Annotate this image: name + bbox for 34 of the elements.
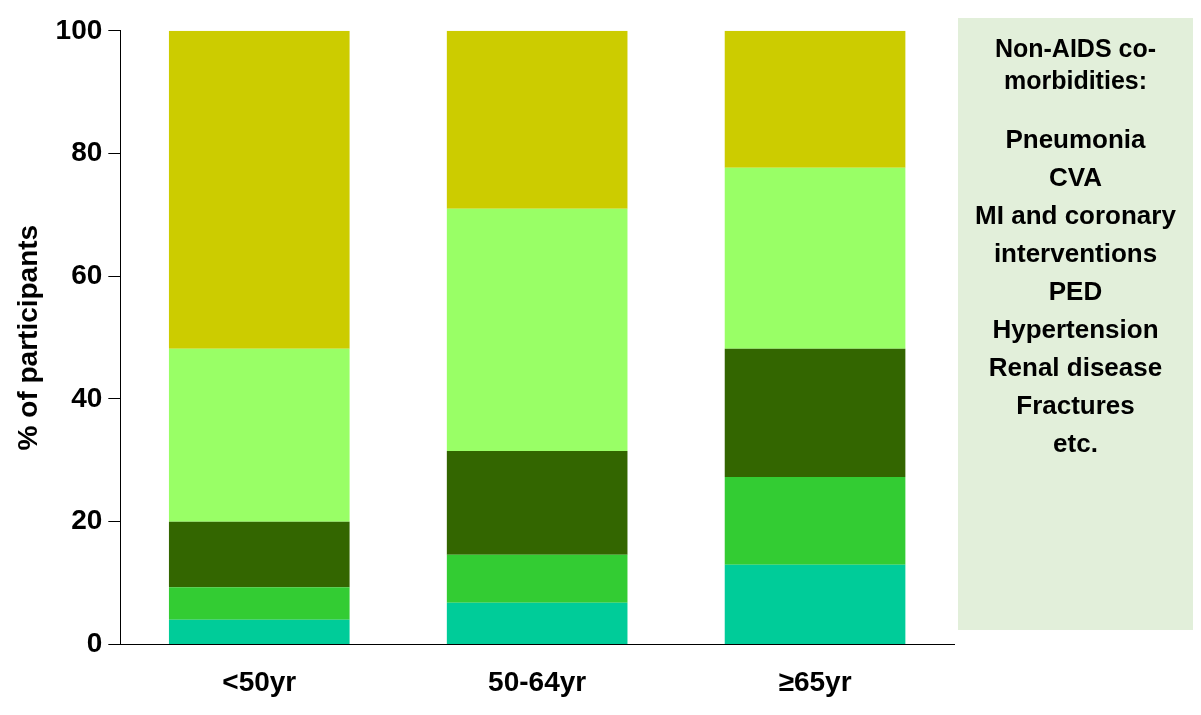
bar: [446, 30, 628, 209]
text: etc.: [1052, 427, 1099, 460]
x-tick-label: ≥65yr: [778, 665, 852, 697]
y-tick-label: 80: [71, 136, 103, 168]
bar: [724, 476, 906, 565]
text: Renal disease: [987, 351, 1164, 384]
y-axis-title: % of participants: [11, 224, 43, 451]
y-tick-label: 40: [71, 381, 103, 413]
bar: [724, 167, 906, 349]
y-tick-label: 100: [55, 13, 103, 45]
x-tick-label: <50yr: [222, 665, 297, 697]
text: Pneumonia: [1004, 123, 1147, 156]
text: Non-AIDS co-morbidities:: [993, 33, 1158, 96]
text: Hypertension: [991, 313, 1160, 346]
bar: [168, 587, 350, 620]
bar: [446, 554, 628, 603]
bar: [446, 602, 628, 644]
text: CVA: [1048, 161, 1103, 194]
bar: [724, 348, 906, 477]
bar: [724, 30, 906, 168]
text: Fractures: [1015, 389, 1136, 422]
bar: [724, 564, 906, 644]
bar: [168, 30, 350, 349]
bar: [168, 521, 350, 588]
bar: [168, 619, 350, 644]
y-tick-label: 60: [71, 258, 103, 290]
bar: [446, 451, 628, 555]
bar: [168, 348, 350, 522]
y-tick-label: 20: [71, 504, 103, 536]
y-tick-label: 0: [86, 627, 103, 659]
text: MI and coronary interventions: [974, 199, 1177, 270]
text: PED: [1047, 275, 1104, 308]
x-tick-label: 50-64yr: [488, 665, 587, 697]
bar: [446, 208, 628, 452]
